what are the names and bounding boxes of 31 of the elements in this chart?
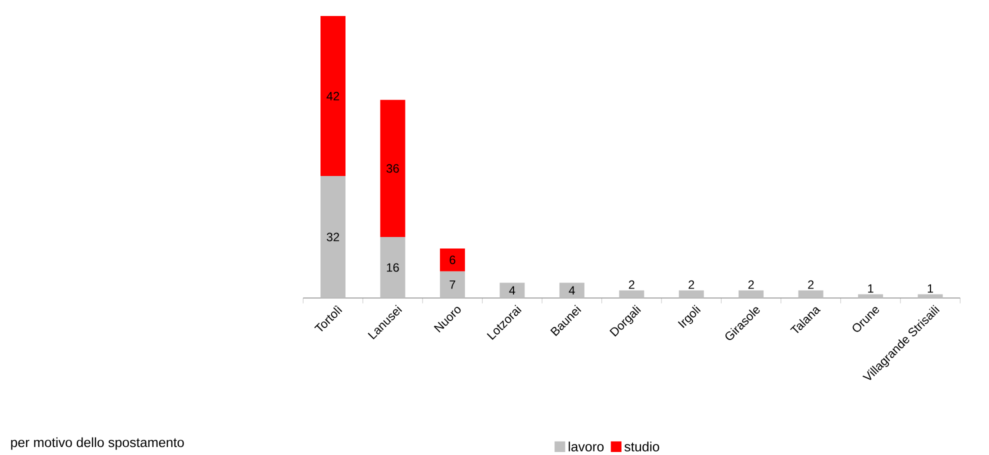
data-label: 4	[568, 286, 575, 295]
bar	[559, 282, 584, 298]
text: per motivo dello spostamento	[11, 437, 184, 450]
bar	[619, 290, 644, 298]
data-label: 2	[748, 280, 754, 289]
bar	[380, 100, 406, 238]
bar	[918, 294, 943, 298]
data-label: 2	[628, 280, 634, 289]
bar	[320, 176, 346, 298]
data-label: 7	[450, 280, 456, 289]
data-label: 16	[386, 263, 399, 272]
data-label: 32	[326, 232, 340, 242]
bar	[858, 294, 884, 298]
data-label: 2	[808, 280, 814, 289]
data-label: 4	[509, 286, 516, 295]
legend-label: lavoro	[568, 442, 604, 452]
bar	[440, 271, 465, 298]
bar	[380, 237, 406, 298]
bar	[678, 290, 704, 298]
data-label: 6	[450, 256, 456, 264]
bar	[500, 282, 525, 298]
bar	[320, 16, 346, 176]
data-label: 1	[928, 284, 934, 293]
data-label: 2	[688, 280, 694, 289]
legend-label: studio	[624, 442, 660, 452]
bar	[440, 248, 465, 272]
bar	[738, 290, 764, 298]
data-label: 42	[326, 92, 340, 100]
data-label: 36	[386, 164, 399, 173]
data-label: 1	[868, 284, 874, 293]
bar	[798, 290, 824, 298]
